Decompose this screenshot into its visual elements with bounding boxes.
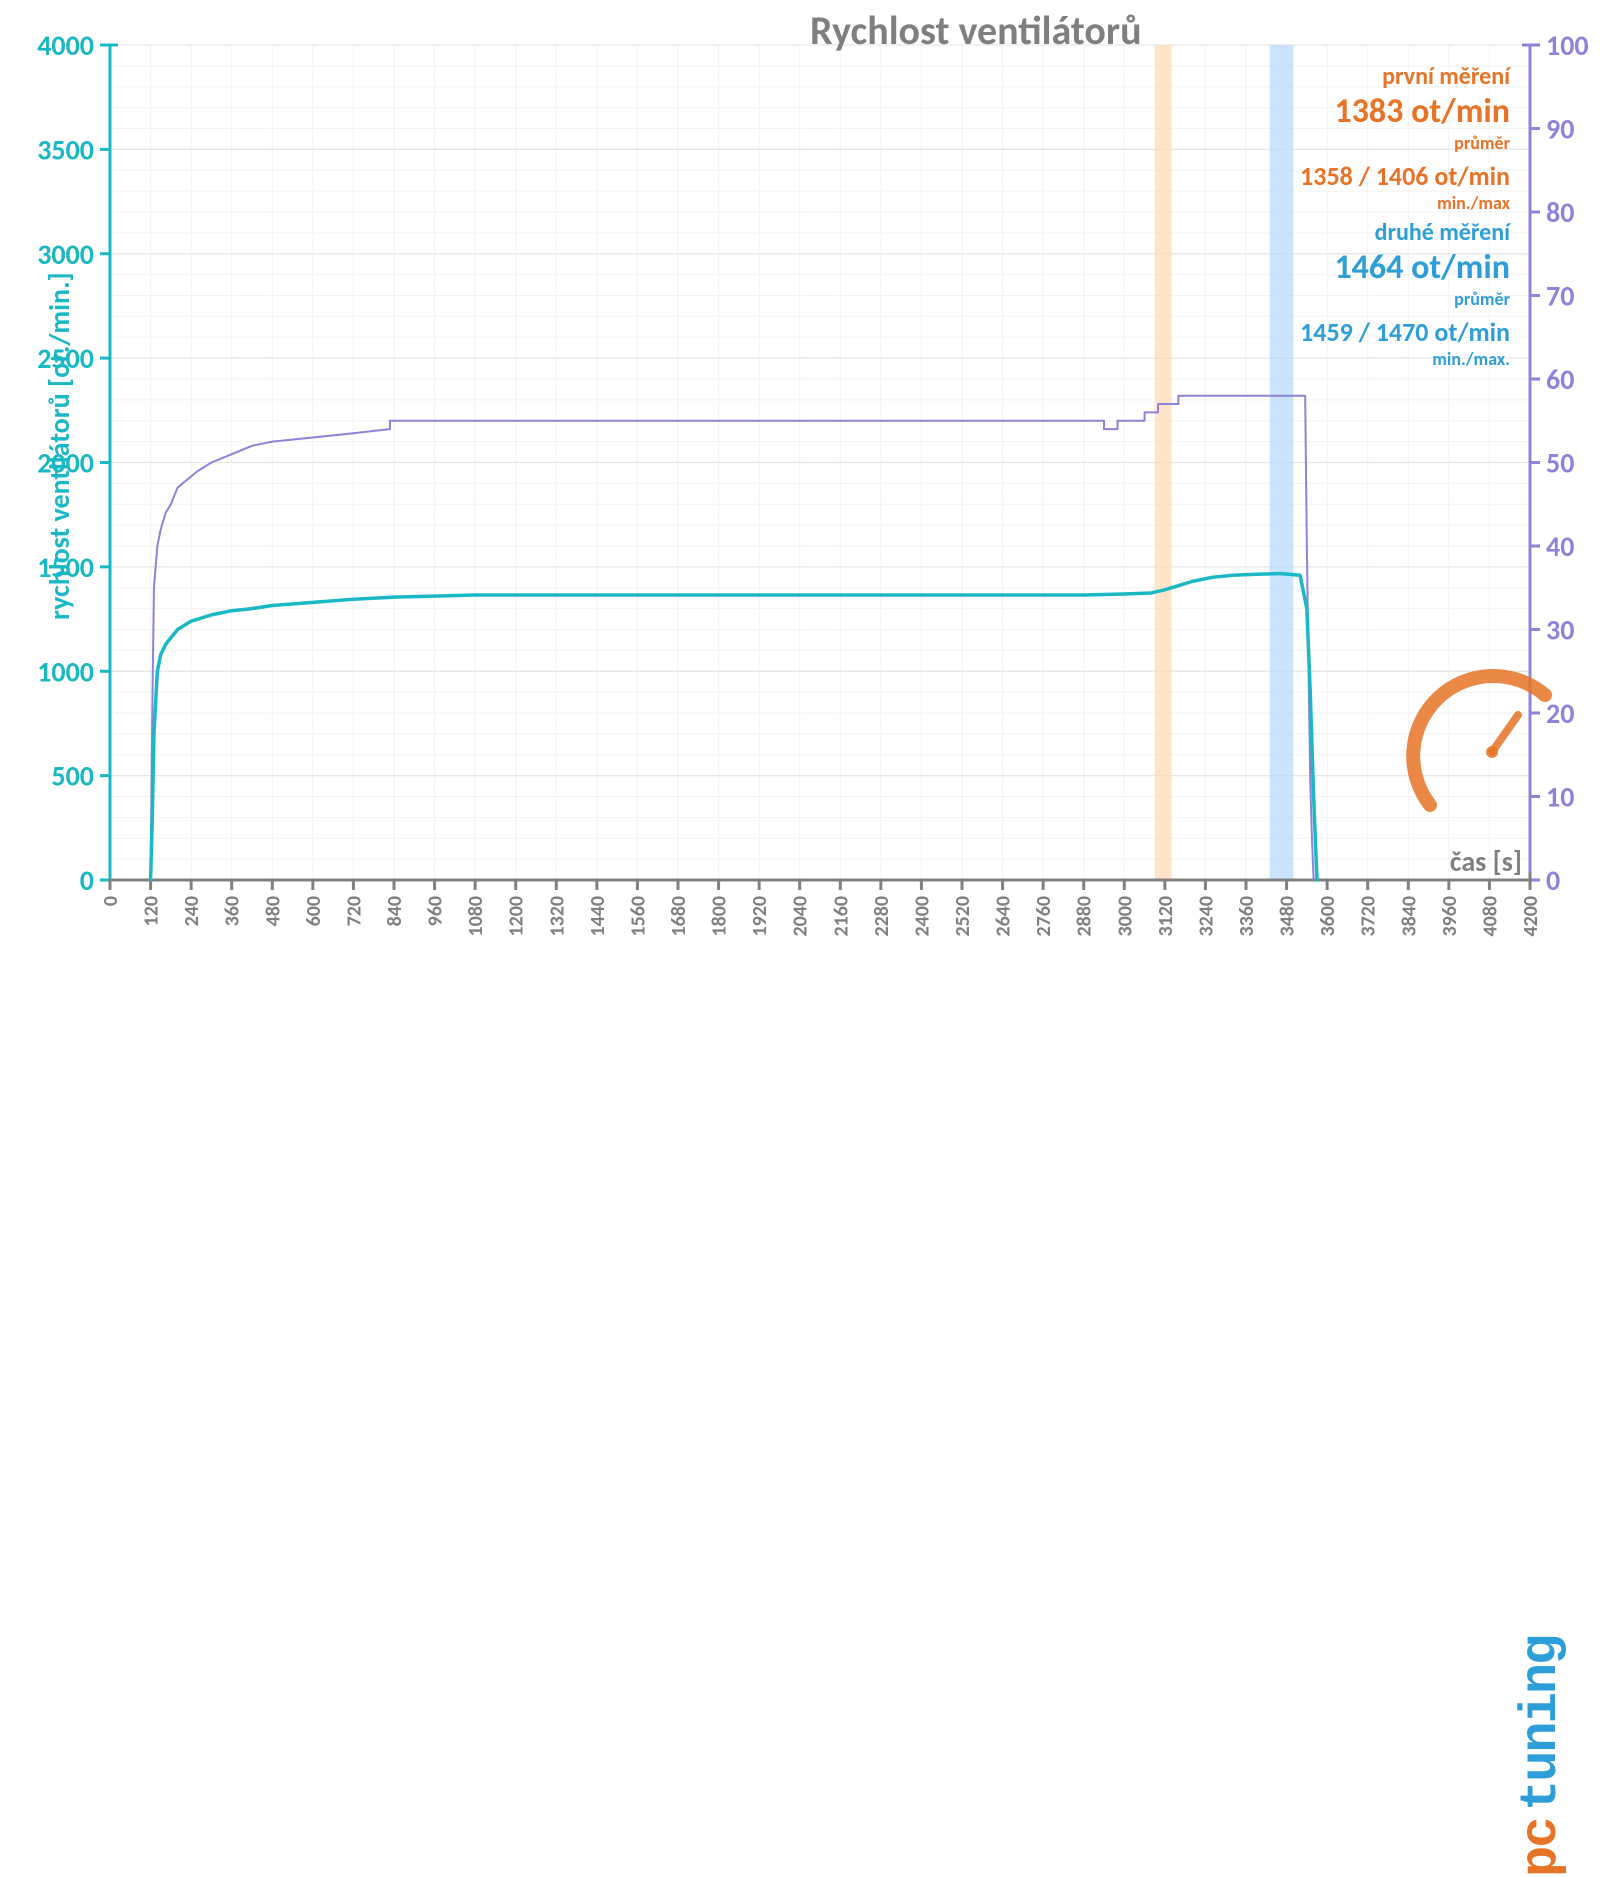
- svg-text:3000: 3000: [1113, 896, 1137, 937]
- svg-text:4080: 4080: [1478, 896, 1502, 937]
- svg-text:1680: 1680: [667, 896, 691, 937]
- svg-text:3240: 3240: [1194, 896, 1218, 937]
- info-second-measurement: druhé měření 1464 ot/min průměr 1459 / 1…: [1300, 218, 1510, 370]
- svg-text:2640: 2640: [992, 896, 1016, 937]
- svg-text:3480: 3480: [1276, 896, 1300, 937]
- svg-text:3500: 3500: [37, 132, 94, 167]
- info-first-minmax: 1358 / 1406 ot/min: [1300, 160, 1510, 192]
- svg-text:1200: 1200: [505, 896, 529, 937]
- info-second-minmax-sub: min./max.: [1300, 348, 1510, 370]
- svg-text:40: 40: [1546, 529, 1574, 564]
- svg-text:1000: 1000: [37, 654, 94, 689]
- svg-text:1440: 1440: [586, 896, 610, 937]
- svg-text:240: 240: [180, 896, 204, 926]
- svg-text:2520: 2520: [951, 896, 975, 937]
- svg-text:80: 80: [1546, 195, 1574, 230]
- chart-container: 0500100015002000250030003500400001020304…: [0, 0, 1600, 1009]
- svg-text:50: 50: [1546, 446, 1574, 481]
- info-second-minmax: 1459 / 1470 ot/min: [1300, 316, 1510, 348]
- info-first-minmax-sub: min./max: [1300, 192, 1510, 214]
- info-second-title: druhé měření: [1300, 218, 1510, 247]
- svg-text:840: 840: [383, 896, 407, 926]
- x-axis-label: čas [s]: [1450, 844, 1522, 879]
- svg-text:0: 0: [80, 863, 94, 898]
- svg-text:1320: 1320: [545, 896, 569, 937]
- svg-text:100: 100: [1546, 28, 1589, 63]
- svg-text:360: 360: [221, 896, 245, 926]
- svg-text:3600: 3600: [1316, 896, 1340, 937]
- info-first-avg-sub: průměr: [1300, 132, 1510, 154]
- svg-text:2040: 2040: [789, 896, 813, 937]
- svg-text:3960: 3960: [1438, 896, 1462, 937]
- svg-text:3000: 3000: [37, 237, 94, 272]
- svg-text:2760: 2760: [1032, 896, 1056, 937]
- svg-text:1080: 1080: [464, 896, 488, 937]
- svg-text:2880: 2880: [1073, 896, 1097, 937]
- logo-pc: pc: [1512, 1819, 1571, 1877]
- svg-text:90: 90: [1546, 112, 1574, 147]
- svg-text:2160: 2160: [829, 896, 853, 937]
- svg-text:1800: 1800: [708, 896, 732, 937]
- svg-text:20: 20: [1546, 696, 1574, 731]
- svg-text:2280: 2280: [870, 896, 894, 937]
- info-first-title: první měření: [1300, 62, 1510, 91]
- svg-text:30: 30: [1546, 613, 1574, 648]
- info-second-avg-sub: průměr: [1300, 288, 1510, 310]
- y-left-axis-label: rychlost ventilátorů [ot./min.]: [42, 272, 77, 620]
- svg-text:10: 10: [1546, 780, 1574, 815]
- svg-text:0: 0: [99, 896, 123, 906]
- svg-text:1920: 1920: [748, 896, 772, 937]
- svg-text:2400: 2400: [910, 896, 934, 937]
- logo-tuning: tuning: [1512, 1636, 1571, 1811]
- svg-text:0: 0: [1546, 863, 1560, 898]
- svg-text:120: 120: [140, 896, 164, 926]
- svg-text:70: 70: [1546, 279, 1574, 314]
- info-second-avg: 1464 ot/min: [1300, 247, 1510, 288]
- chart-title: Rychlost ventilátorů: [810, 6, 1142, 55]
- svg-text:60: 60: [1546, 362, 1574, 397]
- svg-text:1560: 1560: [626, 896, 650, 937]
- svg-text:960: 960: [424, 896, 448, 926]
- svg-text:3840: 3840: [1397, 896, 1421, 937]
- svg-text:3360: 3360: [1235, 896, 1259, 937]
- info-first-measurement: první měření 1383 ot/min průměr 1358 / 1…: [1300, 62, 1510, 214]
- svg-text:3720: 3720: [1357, 896, 1381, 937]
- info-first-avg: 1383 ot/min: [1300, 91, 1510, 132]
- svg-text:4200: 4200: [1519, 896, 1543, 937]
- svg-text:480: 480: [261, 896, 285, 926]
- svg-text:720: 720: [342, 896, 366, 926]
- y-right-axis-label: Fan speed [%]: [1592, 191, 1600, 260]
- svg-text:600: 600: [302, 896, 326, 926]
- svg-text:500: 500: [51, 759, 94, 794]
- svg-text:4000: 4000: [37, 28, 94, 63]
- svg-text:3120: 3120: [1154, 896, 1178, 937]
